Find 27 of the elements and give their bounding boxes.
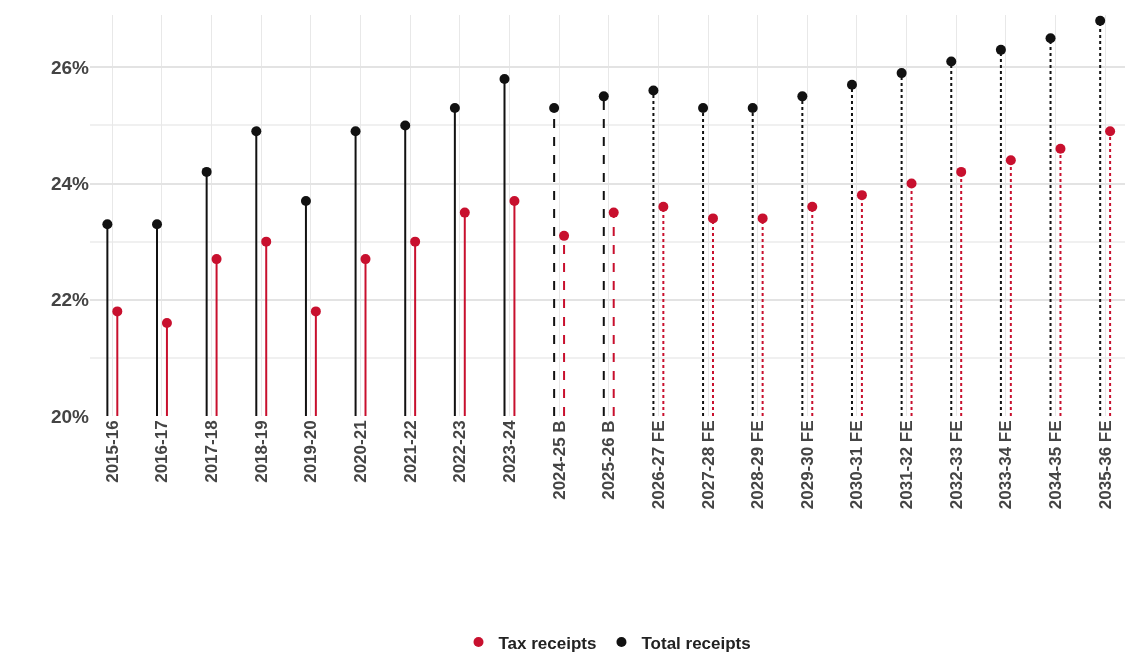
x-tick-label: 2020-21 <box>351 420 371 483</box>
x-tick-label: 2018-19 <box>251 420 271 483</box>
y-tick-label: 22% <box>50 289 90 311</box>
y-tick-label: 20% <box>50 405 90 427</box>
y-tick-label: 26% <box>50 56 90 78</box>
x-tick-label: 2023-24 <box>499 419 519 483</box>
x-tick-label: 2034-35 FE <box>1046 420 1066 510</box>
legend-label: Tax receipts <box>498 633 597 653</box>
x-tick-label: 2016-17 <box>152 420 172 483</box>
x-tick-label: 2033-34 FE <box>996 420 1016 510</box>
x-tick-label: 2026-27 FE <box>648 420 668 510</box>
y-tick-label: 24% <box>50 173 90 195</box>
x-tick-label: 2024-25 B <box>549 420 569 500</box>
x-tick-label: 2030-31 FE <box>847 420 867 510</box>
x-tick-label: 2029-30 FE <box>797 420 817 510</box>
x-tick-label: 2015-16 <box>102 420 122 483</box>
x-tick-label: 2017-18 <box>202 420 222 483</box>
x-tick-label: 2035-36 FE <box>1095 420 1115 510</box>
x-tick-label: 2025-26 B <box>599 420 619 500</box>
x-tick-label: 2027-28 FE <box>698 420 718 510</box>
x-tick-label: 2028-29 FE <box>748 420 768 510</box>
x-tick-label: 2031-32 FE <box>897 420 917 510</box>
x-tick-label: 2021-22 <box>400 420 420 483</box>
x-tick-label: 2022-23 <box>450 420 470 483</box>
legend-label: Total receipts <box>641 633 751 653</box>
x-tick-label: 2019-20 <box>301 420 321 483</box>
x-tick-label: 2032-33 FE <box>946 420 966 510</box>
